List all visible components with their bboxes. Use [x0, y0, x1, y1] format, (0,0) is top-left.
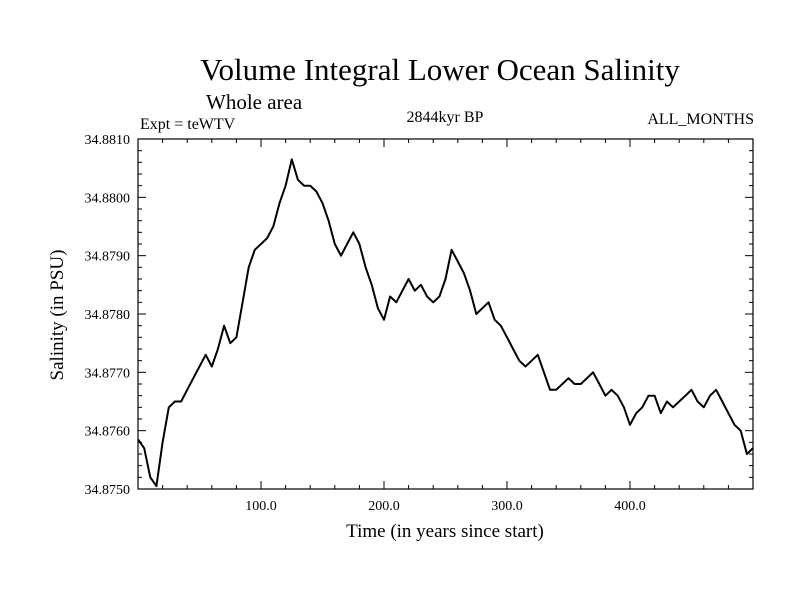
- axis-ticks: [138, 138, 753, 490]
- chart-title: Volume Integral Lower Ocean Salinity: [200, 52, 680, 87]
- y-tick-label: 34.8810: [85, 133, 131, 148]
- y-axis-label: Salinity (in PSU): [47, 250, 68, 381]
- axis-tick-labels: 100.0 200.0 300.0 400.0 34.8750 34.8760 34.877…: [85, 133, 646, 514]
- months-label: ALL_MONTHS: [647, 111, 754, 128]
- y-tick-label: 34.8790: [85, 250, 131, 265]
- x-tick-label: 400.0: [614, 499, 646, 514]
- x-tick-label: 100.0: [245, 499, 277, 514]
- y-tick-label: 34.8770: [85, 366, 131, 381]
- chart-subtitle: Whole area: [206, 90, 303, 114]
- y-tick-label: 34.8800: [85, 191, 131, 206]
- y-tick-label: 34.8750: [85, 483, 131, 498]
- y-tick-label: 34.8780: [85, 308, 131, 323]
- y-tick-label: 34.8760: [85, 425, 131, 440]
- salinity-series-line: [137, 158, 754, 488]
- experiment-label: Expt = teWTV: [140, 116, 236, 133]
- x-tick-label: 300.0: [491, 499, 523, 514]
- plot-frame: [137, 138, 754, 490]
- x-tick-label: 200.0: [368, 499, 400, 514]
- x-axis-label: Time (in years since start): [346, 521, 544, 542]
- period-label: 2844kyr BP: [407, 109, 484, 126]
